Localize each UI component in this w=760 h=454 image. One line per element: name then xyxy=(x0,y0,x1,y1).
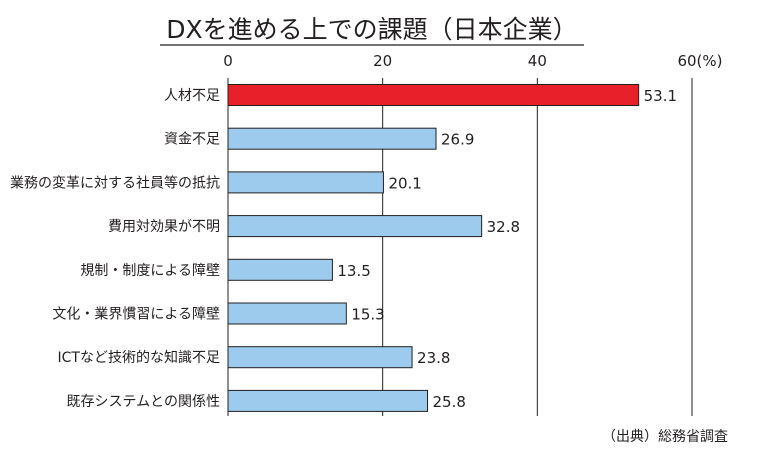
category-label: ICTなど技術的な知識不足 xyxy=(58,349,220,366)
value-label: 53.1 xyxy=(644,87,677,105)
bar xyxy=(227,127,437,150)
value-label: 13.5 xyxy=(337,262,370,280)
value-label: 32.8 xyxy=(487,218,520,236)
category-label: 既存システムとの関係性 xyxy=(67,394,220,410)
value-label: 26.9 xyxy=(441,131,474,149)
category-label: 規制・制度による障壁 xyxy=(80,263,220,279)
value-label: 23.8 xyxy=(417,349,450,367)
x-tick-label: 0 xyxy=(223,52,233,70)
label-layer: 人材不足 53.1 資金不足 26.9 業務の変革に対する社員等の抵抗 20.1 費用対効果… xyxy=(10,87,677,411)
value-label: 25.8 xyxy=(433,393,466,411)
category-label: 費用対効果が不明 xyxy=(108,219,220,235)
category-label: 文化・業界慣習による障壁 xyxy=(52,306,220,323)
bar-layer xyxy=(227,84,640,412)
bar xyxy=(227,258,333,281)
bar xyxy=(227,346,413,369)
source-note: （出典）総務省調査 xyxy=(602,429,728,445)
x-tick-label: 20 xyxy=(373,52,392,70)
chart-title: DXを進める上での課題（日本企業） xyxy=(166,15,577,44)
unit-tick-label: 60(%) xyxy=(677,52,722,70)
bar xyxy=(227,171,384,194)
bar xyxy=(227,84,640,106)
category-label: 資金不足 xyxy=(164,132,220,148)
bar xyxy=(227,389,429,412)
value-label: 15.3 xyxy=(351,306,384,324)
bar xyxy=(227,302,347,325)
bar xyxy=(227,215,483,238)
value-label: 20.1 xyxy=(388,174,421,192)
tick-layer: 60(%) 0 20 40 xyxy=(223,52,722,70)
x-tick-label: 40 xyxy=(528,52,547,70)
category-label: 業務の変革に対する社員等の抵抗 xyxy=(10,174,220,191)
category-label: 人材不足 xyxy=(164,88,220,104)
